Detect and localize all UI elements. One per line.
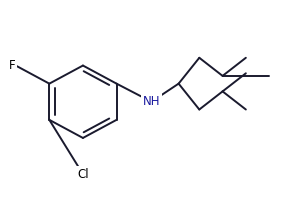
Text: F: F bbox=[9, 59, 16, 72]
Text: Cl: Cl bbox=[77, 168, 89, 181]
Text: NH: NH bbox=[143, 95, 160, 108]
